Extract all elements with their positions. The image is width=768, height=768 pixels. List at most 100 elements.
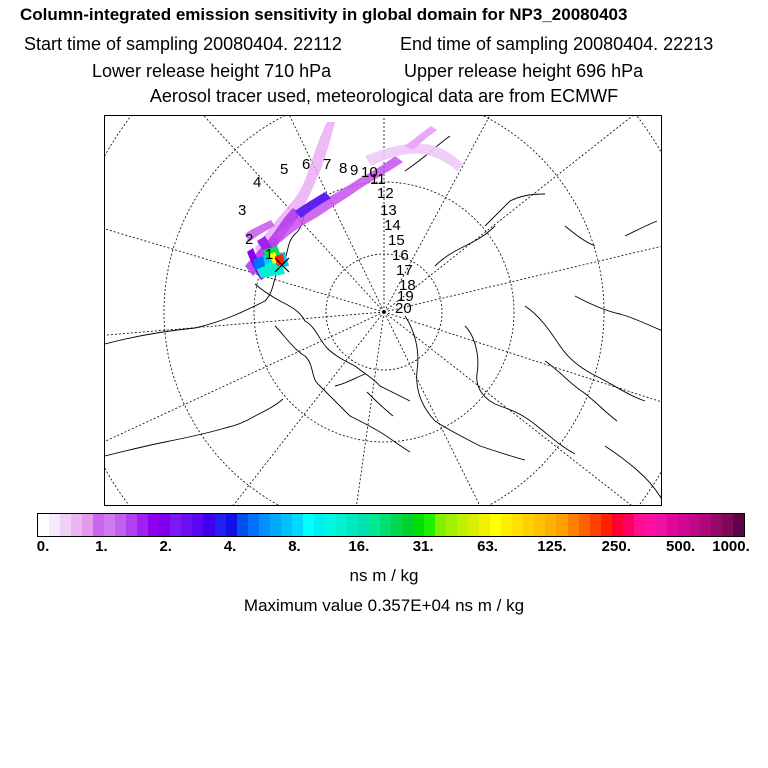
upper-release-height: Upper release height 696 hPa — [404, 61, 644, 81]
colorbar-tick-label: 125. — [537, 538, 567, 555]
maximum-value: Maximum value 0.357E+04 ns m / kg — [243, 596, 525, 615]
colorbar-segment — [93, 514, 105, 536]
colorbar-segment — [666, 514, 678, 536]
colorbar-segment — [368, 514, 380, 536]
colorbar-segment — [688, 514, 700, 536]
colorbar-segment — [148, 514, 160, 536]
colorbar-segment — [181, 514, 193, 536]
colorbar-segment — [203, 514, 215, 536]
colorbar-segment — [523, 514, 535, 536]
colorbar-segment — [402, 514, 414, 536]
release-site-marker — [274, 257, 290, 273]
colorbar-segment — [589, 514, 601, 536]
colorbar-segment — [313, 514, 325, 536]
day-marker: 10 — [361, 164, 378, 181]
colorbar-segment — [137, 514, 149, 536]
day-marker: 2 — [245, 231, 253, 248]
colorbar-segment — [545, 514, 557, 536]
colorbar-segment — [732, 514, 744, 536]
colorbar-segment — [677, 514, 689, 536]
colorbar-segment — [258, 514, 270, 536]
colorbar-segment — [302, 514, 314, 536]
map-canvas: 1 2 3 4 5 6 7 8 9 10 11 12 13 14 15 16 1… — [105, 116, 661, 505]
day-marker: 18 — [399, 277, 416, 294]
colorbar-segment — [379, 514, 391, 536]
colorbar-segment — [435, 514, 447, 536]
colorbar-segment — [60, 514, 72, 536]
colorbar-segment — [104, 514, 116, 536]
colorbar-segment — [192, 514, 204, 536]
colorbar-segment — [225, 514, 237, 536]
colorbar-segment — [600, 514, 612, 536]
colorbar-tick-label: 8. — [288, 538, 301, 555]
colorbar-segment — [126, 514, 138, 536]
colorbar-segment — [501, 514, 513, 536]
colorbar-tick-label: 63. — [477, 538, 498, 555]
colorbar-segment — [468, 514, 480, 536]
colorbar-segment — [71, 514, 83, 536]
colorbar-segment — [490, 514, 502, 536]
colorbar-tick-label: 1. — [95, 538, 108, 555]
day-marker: 7 — [323, 156, 331, 173]
day-marker: 16 — [392, 247, 409, 264]
day-marker: 13 — [380, 202, 397, 219]
colorbar-tick-label: 16. — [348, 538, 370, 555]
colorbar-tick-label: 0. — [36, 538, 50, 555]
colorbar-tick-label: 4. — [223, 538, 237, 555]
colorbar-segment — [721, 514, 733, 536]
colorbar-segment — [534, 514, 546, 536]
colorbar-units: ns m / kg — [349, 566, 419, 585]
colorbar-segment — [247, 514, 259, 536]
colorbar-segment — [115, 514, 127, 536]
day-marker: 9 — [350, 162, 358, 179]
colorbar-segment — [633, 514, 645, 536]
colorbar-segment — [269, 514, 281, 536]
colorbar-segment — [214, 514, 226, 536]
colorbar-tick-label: 2. — [159, 538, 172, 555]
lower-release-height: Lower release height 710 hPa — [92, 61, 332, 81]
day-marker: 14 — [384, 217, 401, 234]
day-marker: 11 — [370, 171, 386, 188]
colorbar-segment — [391, 514, 403, 536]
trajectory-day-markers: 1 2 3 4 5 6 7 8 9 10 11 12 13 14 15 16 1… — [238, 156, 416, 317]
coastlines — [105, 135, 661, 499]
colorbar-segment — [335, 514, 347, 536]
colorbar-segment — [159, 514, 171, 536]
colorbar-segment — [479, 514, 491, 536]
tracer-info: Aerosol tracer used, meteorological data… — [149, 86, 619, 106]
colorbar-segment — [49, 514, 61, 536]
colorbar-segment — [291, 514, 303, 536]
colorbar-segment — [170, 514, 182, 536]
sensitivity-plume — [245, 122, 463, 280]
day-marker: 19 — [397, 288, 414, 305]
colorbar-segment — [699, 514, 711, 536]
day-marker: 1 — [265, 246, 273, 263]
day-marker: 17 — [396, 262, 413, 279]
colorbar-tick-label: 500. — [666, 538, 696, 555]
colorbar-segment — [457, 514, 469, 536]
day-marker: 6 — [302, 156, 310, 173]
colorbar-segment — [346, 514, 358, 536]
colorbar-segment — [556, 514, 568, 536]
colorbar-segment — [644, 514, 656, 536]
figure-title: Column-integrated emission sensitivity i… — [20, 5, 628, 24]
colorbar-tick-label: 31. — [412, 538, 434, 555]
colorbar-segment — [446, 514, 458, 536]
end-time: End time of sampling 20080404. 22213 — [400, 34, 714, 54]
colorbar-segment — [413, 514, 425, 536]
colorbar-segment — [280, 514, 292, 536]
start-time: Start time of sampling 20080404. 22112 — [24, 34, 342, 54]
day-marker: 20 — [395, 300, 412, 317]
graticule — [105, 116, 661, 505]
colorbar-segment — [82, 514, 94, 536]
colorbar-segment — [567, 514, 579, 536]
day-marker: 15 — [388, 232, 405, 249]
colorbar — [37, 513, 745, 537]
polar-map: 1 2 3 4 5 6 7 8 9 10 11 12 13 14 15 16 1… — [104, 115, 662, 506]
colorbar-segment — [611, 514, 623, 536]
day-marker: 3 — [238, 202, 246, 219]
colorbar-segment — [424, 514, 436, 536]
colorbar-segment — [38, 514, 50, 536]
colorbar-tick-label: 1000. — [712, 538, 750, 555]
day-marker: 5 — [280, 161, 288, 178]
